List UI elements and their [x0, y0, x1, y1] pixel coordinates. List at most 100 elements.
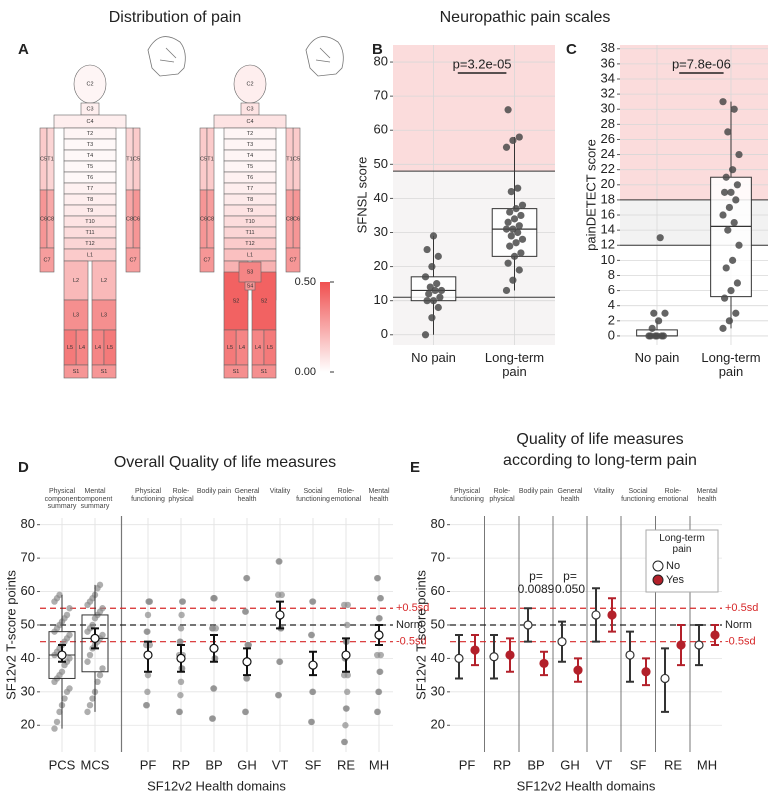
point	[518, 235, 527, 243]
zone	[393, 45, 555, 172]
mean-marker	[374, 630, 384, 640]
category-description: Role-physical	[168, 488, 194, 503]
mean-marker	[573, 665, 583, 675]
mean-marker	[676, 640, 686, 650]
y-tick-label: 10	[601, 252, 615, 267]
x-tick-label: MH	[369, 757, 389, 772]
point	[376, 615, 383, 622]
dermatome	[39, 247, 55, 273]
mean-marker	[607, 610, 617, 620]
point	[512, 239, 520, 247]
point	[729, 166, 737, 174]
dermatome-label: S1	[73, 369, 80, 375]
point	[510, 215, 519, 223]
p-value: p= 0.0089	[517, 569, 555, 597]
point	[434, 252, 442, 260]
point	[515, 222, 523, 230]
legend-marker	[652, 560, 664, 572]
legend-label: Yes	[666, 574, 684, 586]
y-tick-label: 2	[608, 312, 615, 327]
dermatome-label: C6	[200, 216, 207, 222]
point	[276, 558, 283, 565]
reference-label: Norm	[725, 619, 752, 631]
point	[342, 722, 349, 729]
point	[178, 611, 185, 619]
y-tick-label: 30	[431, 683, 445, 698]
point	[507, 232, 515, 240]
point	[722, 264, 730, 272]
y-tick-label: 14	[601, 222, 615, 237]
point	[514, 184, 522, 192]
x-tick-label: Long-term pain	[484, 350, 545, 380]
point	[177, 625, 185, 632]
dermatome-label: T4	[247, 153, 253, 159]
p-value: p=3.2e-05	[453, 56, 512, 71]
y-tick-label: 4	[608, 297, 615, 312]
point	[308, 718, 315, 726]
colorbar-label: 0.50	[295, 276, 316, 288]
point	[308, 631, 315, 639]
mean-marker	[641, 667, 651, 677]
point	[144, 688, 151, 696]
y-axis-label: SF12v2 T-score points	[413, 570, 428, 700]
y-tick-label: 20	[374, 258, 388, 273]
point	[94, 678, 101, 685]
dermatome	[91, 364, 117, 379]
point	[426, 283, 434, 291]
point	[84, 708, 91, 716]
point	[518, 201, 527, 209]
dermatome-label: T1	[47, 156, 53, 162]
point	[504, 259, 512, 267]
point	[275, 591, 282, 599]
dermatome-label: T12	[85, 241, 94, 247]
x-tick-label: MH	[697, 757, 717, 772]
panel-letter: C	[566, 41, 577, 58]
point	[722, 173, 730, 181]
x-tick-label: BP	[205, 757, 222, 772]
dermatome	[223, 271, 249, 331]
point	[51, 725, 58, 732]
dermatome-label: C2	[246, 81, 253, 87]
point	[502, 143, 511, 151]
point	[429, 232, 438, 240]
dermatome-label: T6	[87, 175, 93, 181]
dermatome-label: C7	[43, 257, 50, 263]
dermatome	[251, 364, 277, 379]
category-description: Bodily pain	[518, 488, 554, 495]
dermatome-label: L3	[101, 312, 107, 318]
dermatome-label: C5	[40, 156, 47, 162]
x-tick-label: VT	[596, 757, 613, 772]
point	[732, 309, 740, 317]
point	[243, 574, 251, 582]
point	[89, 695, 96, 702]
mean-marker	[454, 653, 464, 664]
dermatome-label: L3	[73, 312, 79, 318]
dermatome-label: C5	[200, 156, 207, 162]
point	[341, 671, 348, 679]
point	[502, 225, 511, 233]
chart-title: Distribution of pain	[109, 9, 242, 26]
dermatome-label: C5	[293, 156, 300, 162]
dermatome-label: L1	[247, 252, 253, 258]
p-value: p= 0.050	[554, 569, 586, 597]
point	[725, 317, 734, 325]
point	[176, 708, 183, 716]
point	[96, 671, 104, 679]
dermatome	[223, 364, 249, 379]
point	[86, 651, 94, 659]
point	[344, 621, 351, 629]
point	[66, 685, 73, 692]
y-tick-label: 32	[601, 86, 615, 101]
legend-label: No	[666, 560, 680, 572]
dermatome	[63, 248, 117, 262]
point	[374, 574, 381, 582]
y-tick-label: 36	[601, 55, 615, 70]
point	[309, 598, 317, 605]
point	[730, 218, 738, 227]
y-tick-label: 80	[21, 516, 35, 531]
dermatome-label: S4	[247, 283, 254, 289]
point	[309, 688, 317, 696]
point	[433, 280, 441, 288]
dermatome-label: C8	[126, 216, 133, 222]
mean-marker	[694, 640, 704, 650]
